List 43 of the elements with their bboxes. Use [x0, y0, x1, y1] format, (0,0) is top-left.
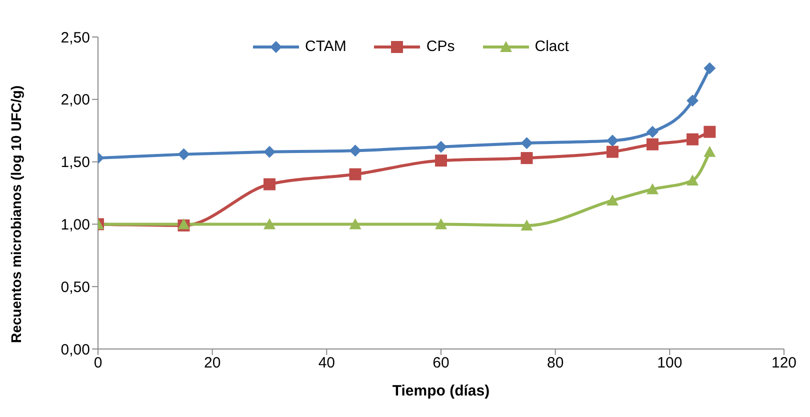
y-tick-label: 2,50: [60, 29, 90, 46]
y-tick-label: 0,50: [60, 278, 90, 296]
y-tick-label: 0,00: [60, 341, 90, 358]
point: [606, 194, 618, 206]
point: [646, 126, 659, 138]
x-tick-label: 60: [432, 354, 450, 372]
point: [349, 168, 362, 180]
legend-label: CTAM: [304, 38, 346, 55]
legend-label: Clact: [534, 38, 569, 55]
x-tick-label: 80: [546, 354, 564, 372]
point: [435, 140, 447, 153]
point: [520, 152, 533, 164]
point: [606, 146, 618, 158]
point: [704, 146, 716, 157]
point: [686, 94, 699, 107]
point: [704, 62, 716, 74]
point: [520, 137, 533, 150]
x-tick-label: 120: [771, 354, 797, 372]
y-tick-label: 1,00: [60, 216, 90, 234]
legend-label: CPs: [425, 38, 455, 55]
point: [349, 218, 362, 230]
y-axis-title: Recuentos microbianos (log 10 UFC/g): [8, 86, 24, 343]
point: [264, 218, 276, 230]
point: [349, 144, 362, 157]
point: [646, 183, 659, 194]
y-tick-label: 1,50: [60, 154, 90, 172]
point: [264, 146, 276, 158]
point: [178, 148, 190, 160]
x-tick-label: 0: [94, 354, 102, 372]
point: [520, 219, 533, 230]
x-tick-label: 20: [204, 354, 221, 372]
point: [646, 138, 659, 150]
point: [606, 134, 618, 147]
point: [686, 174, 699, 186]
x-tick-label: 40: [318, 354, 336, 372]
point: [435, 154, 447, 167]
point: [686, 133, 699, 146]
x-tick-label: 100: [657, 354, 682, 372]
point: [704, 126, 716, 138]
x-axis-title: Tiempo (días): [392, 382, 490, 400]
point: [264, 178, 276, 190]
y-tick-label: 2,00: [60, 92, 90, 109]
point: [435, 218, 447, 230]
